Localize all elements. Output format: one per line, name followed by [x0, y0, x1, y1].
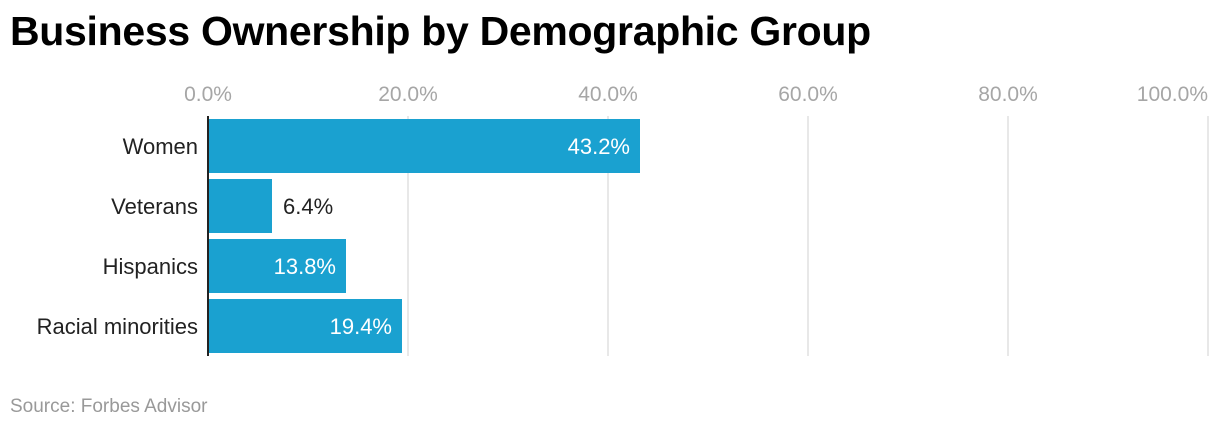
bar-value-label: 13.8%	[274, 254, 336, 279]
x-tick-label: 20.0%	[378, 83, 438, 106]
x-tick-label: 100.0%	[1137, 83, 1208, 106]
bar	[208, 119, 640, 173]
x-axis-ticks: 0.0% 20.0% 40.0% 60.0% 80.0% 100.0%	[184, 83, 1208, 106]
category-label: Veterans	[111, 194, 198, 219]
bar-value-label: 6.4%	[283, 194, 333, 219]
chart-title: Business Ownership by Demographic Group	[10, 8, 871, 54]
category-label: Racial minorities	[37, 314, 198, 339]
source-note: Source: Forbes Advisor	[10, 396, 208, 417]
bar	[208, 239, 346, 293]
x-tick-label: 0.0%	[184, 83, 232, 106]
category-labels: Women Veterans Hispanics Racial minorities	[37, 134, 198, 339]
bar	[208, 179, 272, 233]
bar-value-label: 43.2%	[568, 134, 630, 159]
x-tick-label: 80.0%	[978, 83, 1038, 106]
bar	[208, 299, 402, 353]
x-tick-label: 40.0%	[578, 83, 638, 106]
x-tick-label: 60.0%	[778, 83, 838, 106]
bars: 43.2% 6.4% 13.8% 19.4%	[208, 119, 640, 353]
bar-value-label: 19.4%	[330, 314, 392, 339]
category-label: Women	[123, 134, 198, 159]
category-label: Hispanics	[103, 254, 198, 279]
